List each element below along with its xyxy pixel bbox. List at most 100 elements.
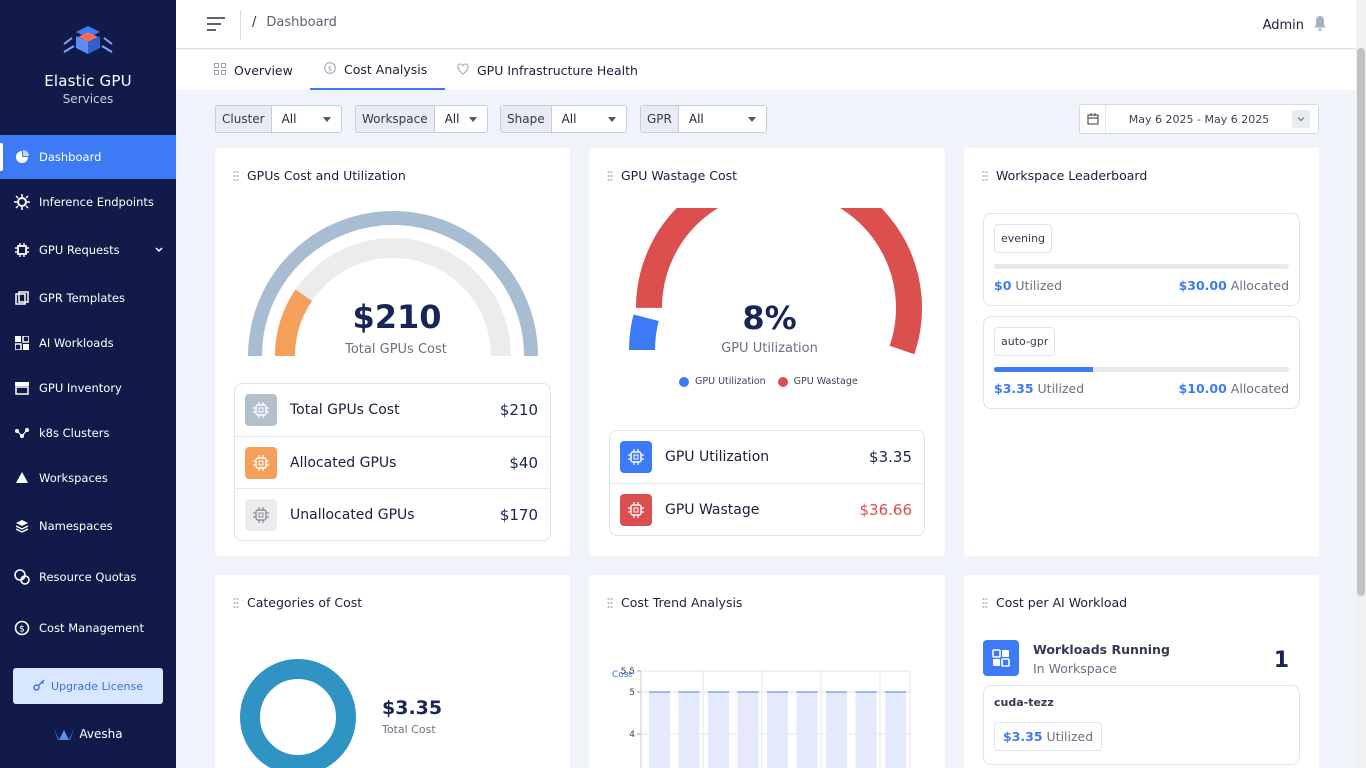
trend-bar[interactable]: [796, 692, 818, 768]
drag-handle-icon[interactable]: [982, 169, 988, 182]
donut-slice[interactable]: [240, 659, 356, 768]
leaderboard-item[interactable]: auto-gpr $3.35 Utilized $10.00 Allocated: [983, 316, 1300, 409]
stat-row-unallocated: Unallocated GPUs $170: [235, 488, 550, 540]
sidebar-item-gpu-inventory[interactable]: GPU Inventory: [0, 366, 176, 410]
gpu-cost-gauge: [248, 211, 538, 357]
page-scrollbar[interactable]: [1356, 0, 1366, 768]
gauge-center-value: 8%: [742, 299, 797, 337]
trend-bar[interactable]: [885, 692, 906, 768]
sidebar-item-label: Inference Endpoints: [39, 195, 154, 209]
workspace-filter[interactable]: Workspace All: [355, 105, 488, 133]
workloads-running-count: 1: [1273, 648, 1289, 673]
wastage-breakdown: GPU Utilization $3.35 GPU Wastage $36.66: [609, 430, 925, 536]
allocated-value: $10.00: [1178, 381, 1227, 396]
user-name: Admin: [1262, 17, 1304, 33]
stat-label: Unallocated GPUs: [290, 506, 415, 523]
gpu-wastage-gauge: [629, 208, 922, 355]
card-title: GPUs Cost and Utilization: [233, 168, 406, 183]
y-tick-label: 4: [629, 730, 635, 740]
filter-label: Cluster: [216, 106, 272, 132]
sidebar-item-gpr-templates[interactable]: GPR Templates: [0, 276, 176, 320]
shape-select[interactable]: All: [552, 106, 626, 132]
total-cost-value: $3.35: [382, 697, 443, 719]
trend-bar[interactable]: [649, 692, 670, 768]
sidebar-item-inference-endpoints[interactable]: Inference Endpoints: [0, 180, 176, 224]
key-icon: [33, 679, 45, 694]
sidebar-item-cost-management[interactable]: $ Cost Management: [0, 606, 176, 650]
sidebar-item-label: k8s Clusters: [39, 426, 110, 440]
sidebar-item-resource-quotas[interactable]: Resource Quotas: [0, 555, 176, 599]
trend-bar[interactable]: [678, 692, 700, 768]
workspace-icon: [14, 470, 30, 486]
date-range-picker[interactable]: May 6 2025 - May 6 2025: [1079, 104, 1319, 134]
shape-filter[interactable]: Shape All: [500, 105, 627, 133]
trend-bar[interactable]: [826, 692, 847, 768]
cluster-icon: [14, 425, 30, 441]
chevron-down-icon[interactable]: [154, 244, 164, 258]
trend-bar[interactable]: [737, 692, 759, 768]
chevron-down-icon[interactable]: [1292, 110, 1310, 128]
sidebar-item-workspaces[interactable]: Workspaces: [0, 456, 176, 500]
cluster-select[interactable]: All: [272, 106, 341, 132]
layers-icon: [14, 518, 30, 534]
svg-text:$: $: [328, 64, 332, 72]
sidebar-item-ai-workloads[interactable]: AI Workloads: [0, 321, 176, 365]
user-menu[interactable]: Admin: [1263, 15, 1328, 35]
sidebar-item-label: Workspaces: [39, 471, 108, 485]
app-subtitle: Services: [62, 92, 114, 106]
chip-icon: [620, 441, 652, 473]
stat-label: GPU Utilization: [665, 449, 770, 465]
sidebar-item-gpu-requests[interactable]: GPU Requests: [0, 228, 176, 272]
leaderboard-item[interactable]: evening $0 Utilized $30.00 Allocated: [983, 213, 1300, 306]
caret-down-icon: [323, 112, 331, 126]
card-title-text: GPUs Cost and Utilization: [247, 168, 406, 183]
sidebar-item-k8s-clusters[interactable]: k8s Clusters: [0, 411, 176, 455]
chip-icon: [245, 446, 277, 479]
tab-gpu-infrastructure-health[interactable]: GPU Infrastructure Health: [457, 50, 638, 90]
app-title: Elastic GPU: [44, 72, 132, 90]
workload-name: cuda-tezz: [994, 696, 1054, 709]
caret-down-icon: [748, 112, 756, 126]
drag-handle-icon[interactable]: [233, 169, 239, 182]
cluster-filter[interactable]: Cluster All: [215, 105, 342, 133]
chip-icon: [245, 498, 277, 531]
wastage-arc: [636, 208, 922, 355]
chip-icon: [245, 394, 277, 426]
gauge-legend: GPU Utilization GPU Wastage: [679, 376, 858, 387]
scrollbar-thumb[interactable]: [1357, 48, 1365, 596]
workspace-leaderboard-card: Workspace Leaderboard evening $0 Utilize…: [964, 148, 1319, 556]
cost-trend-card: Cost Trend Analysis Cost 5.5 5 4: [589, 575, 945, 768]
gpr-select[interactable]: All: [679, 106, 766, 132]
top-header: / Dashboard Admin: [176, 0, 1356, 49]
drag-handle-icon[interactable]: [607, 596, 613, 609]
sidebar-item-namespaces[interactable]: Namespaces: [0, 504, 176, 548]
sidebar-item-dashboard[interactable]: Dashboard: [0, 135, 176, 179]
gauge-center-label: Total GPUs Cost: [345, 342, 447, 357]
y-axis-label: Cost: [612, 670, 632, 680]
workspace-select[interactable]: All: [435, 106, 487, 132]
drag-handle-icon[interactable]: [982, 596, 988, 609]
templates-icon: [14, 290, 30, 306]
drag-handle-icon[interactable]: [607, 169, 613, 182]
trend-bar[interactable]: [855, 692, 877, 768]
card-title: Cost Trend Analysis: [607, 595, 742, 610]
tab-overview[interactable]: Overview: [214, 50, 293, 90]
workload-utilized-word: Utilized: [1046, 729, 1094, 744]
sidebar-item-label: GPU Requests: [39, 243, 120, 257]
legend-label: GPU Utilization: [695, 376, 766, 387]
breadcrumb-separator: /: [252, 15, 257, 30]
drag-handle-icon[interactable]: [233, 596, 239, 609]
upgrade-license-button[interactable]: Upgrade License: [13, 668, 163, 704]
stat-row-allocated: Allocated GPUs $40: [235, 436, 550, 488]
coin-icon: $: [324, 61, 336, 77]
trend-bar[interactable]: [708, 692, 729, 768]
tab-cost-analysis[interactable]: $ Cost Analysis: [310, 50, 445, 90]
menu-toggle-icon[interactable]: [206, 15, 226, 37]
gpu-cost-breakdown: Total GPUs Cost $210 Allocated GPUs $40 …: [234, 383, 551, 541]
upgrade-label: Upgrade License: [51, 679, 143, 693]
gpr-filter[interactable]: GPR All: [640, 105, 767, 133]
filter-value: All: [444, 112, 460, 126]
workload-item[interactable]: cuda-tezz $3.35 Utilized: [983, 685, 1300, 765]
bell-icon[interactable]: [1312, 15, 1328, 35]
trend-bar[interactable]: [767, 692, 788, 768]
